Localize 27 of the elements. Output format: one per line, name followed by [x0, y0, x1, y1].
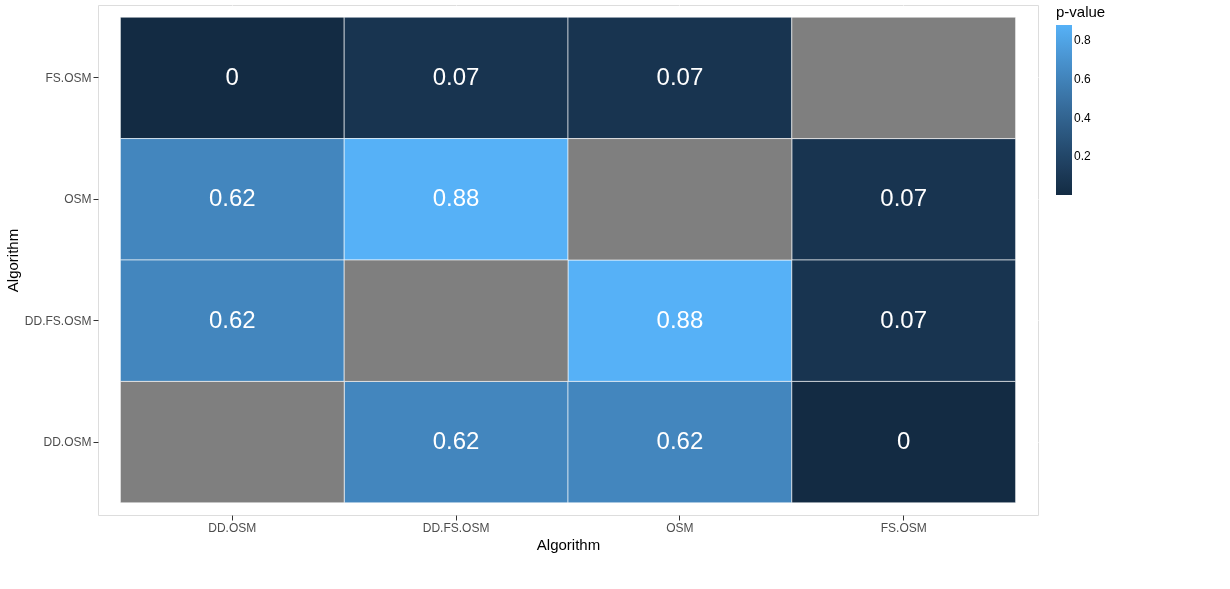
data-label: 0.88 — [656, 305, 704, 333]
data-label: 0.62 — [656, 427, 704, 455]
data-label: 0.88 — [432, 184, 480, 212]
x-tick-label: DD.OSM — [208, 520, 257, 535]
data-label: 0.62 — [208, 184, 256, 212]
y-tick-label: FS.OSM — [45, 70, 92, 85]
y-tick-label: OSM — [64, 192, 92, 207]
data-label: 0.07 — [432, 62, 480, 90]
data-label: 0 — [897, 427, 911, 455]
data-label: 0.07 — [880, 184, 928, 212]
legend-title: p-value — [1056, 3, 1106, 20]
data-label: 0 — [225, 62, 239, 90]
data-label: 0.07 — [880, 305, 928, 333]
x-tick-label: FS.OSM — [880, 520, 927, 535]
y-tick-label: DD.OSM — [43, 435, 92, 450]
x-axis-title: Algorithm — [536, 535, 601, 553]
color-bar-label: 0.6 — [1074, 72, 1092, 87]
color-bar-label: 0.8 — [1074, 33, 1092, 48]
color-bar-label: 0.2 — [1074, 149, 1092, 164]
data-label: 0.07 — [656, 62, 704, 90]
x-tick-label: DD.FS.OSM — [422, 520, 490, 535]
y-axis-title: Algorithm — [3, 228, 21, 293]
data-label: 0.62 — [208, 305, 256, 333]
y-tick-label: DD.FS.OSM — [24, 313, 92, 328]
data-label: 0.62 — [432, 427, 480, 455]
x-tick-label: OSM — [666, 520, 694, 535]
color-bar-label: 0.4 — [1074, 110, 1092, 125]
